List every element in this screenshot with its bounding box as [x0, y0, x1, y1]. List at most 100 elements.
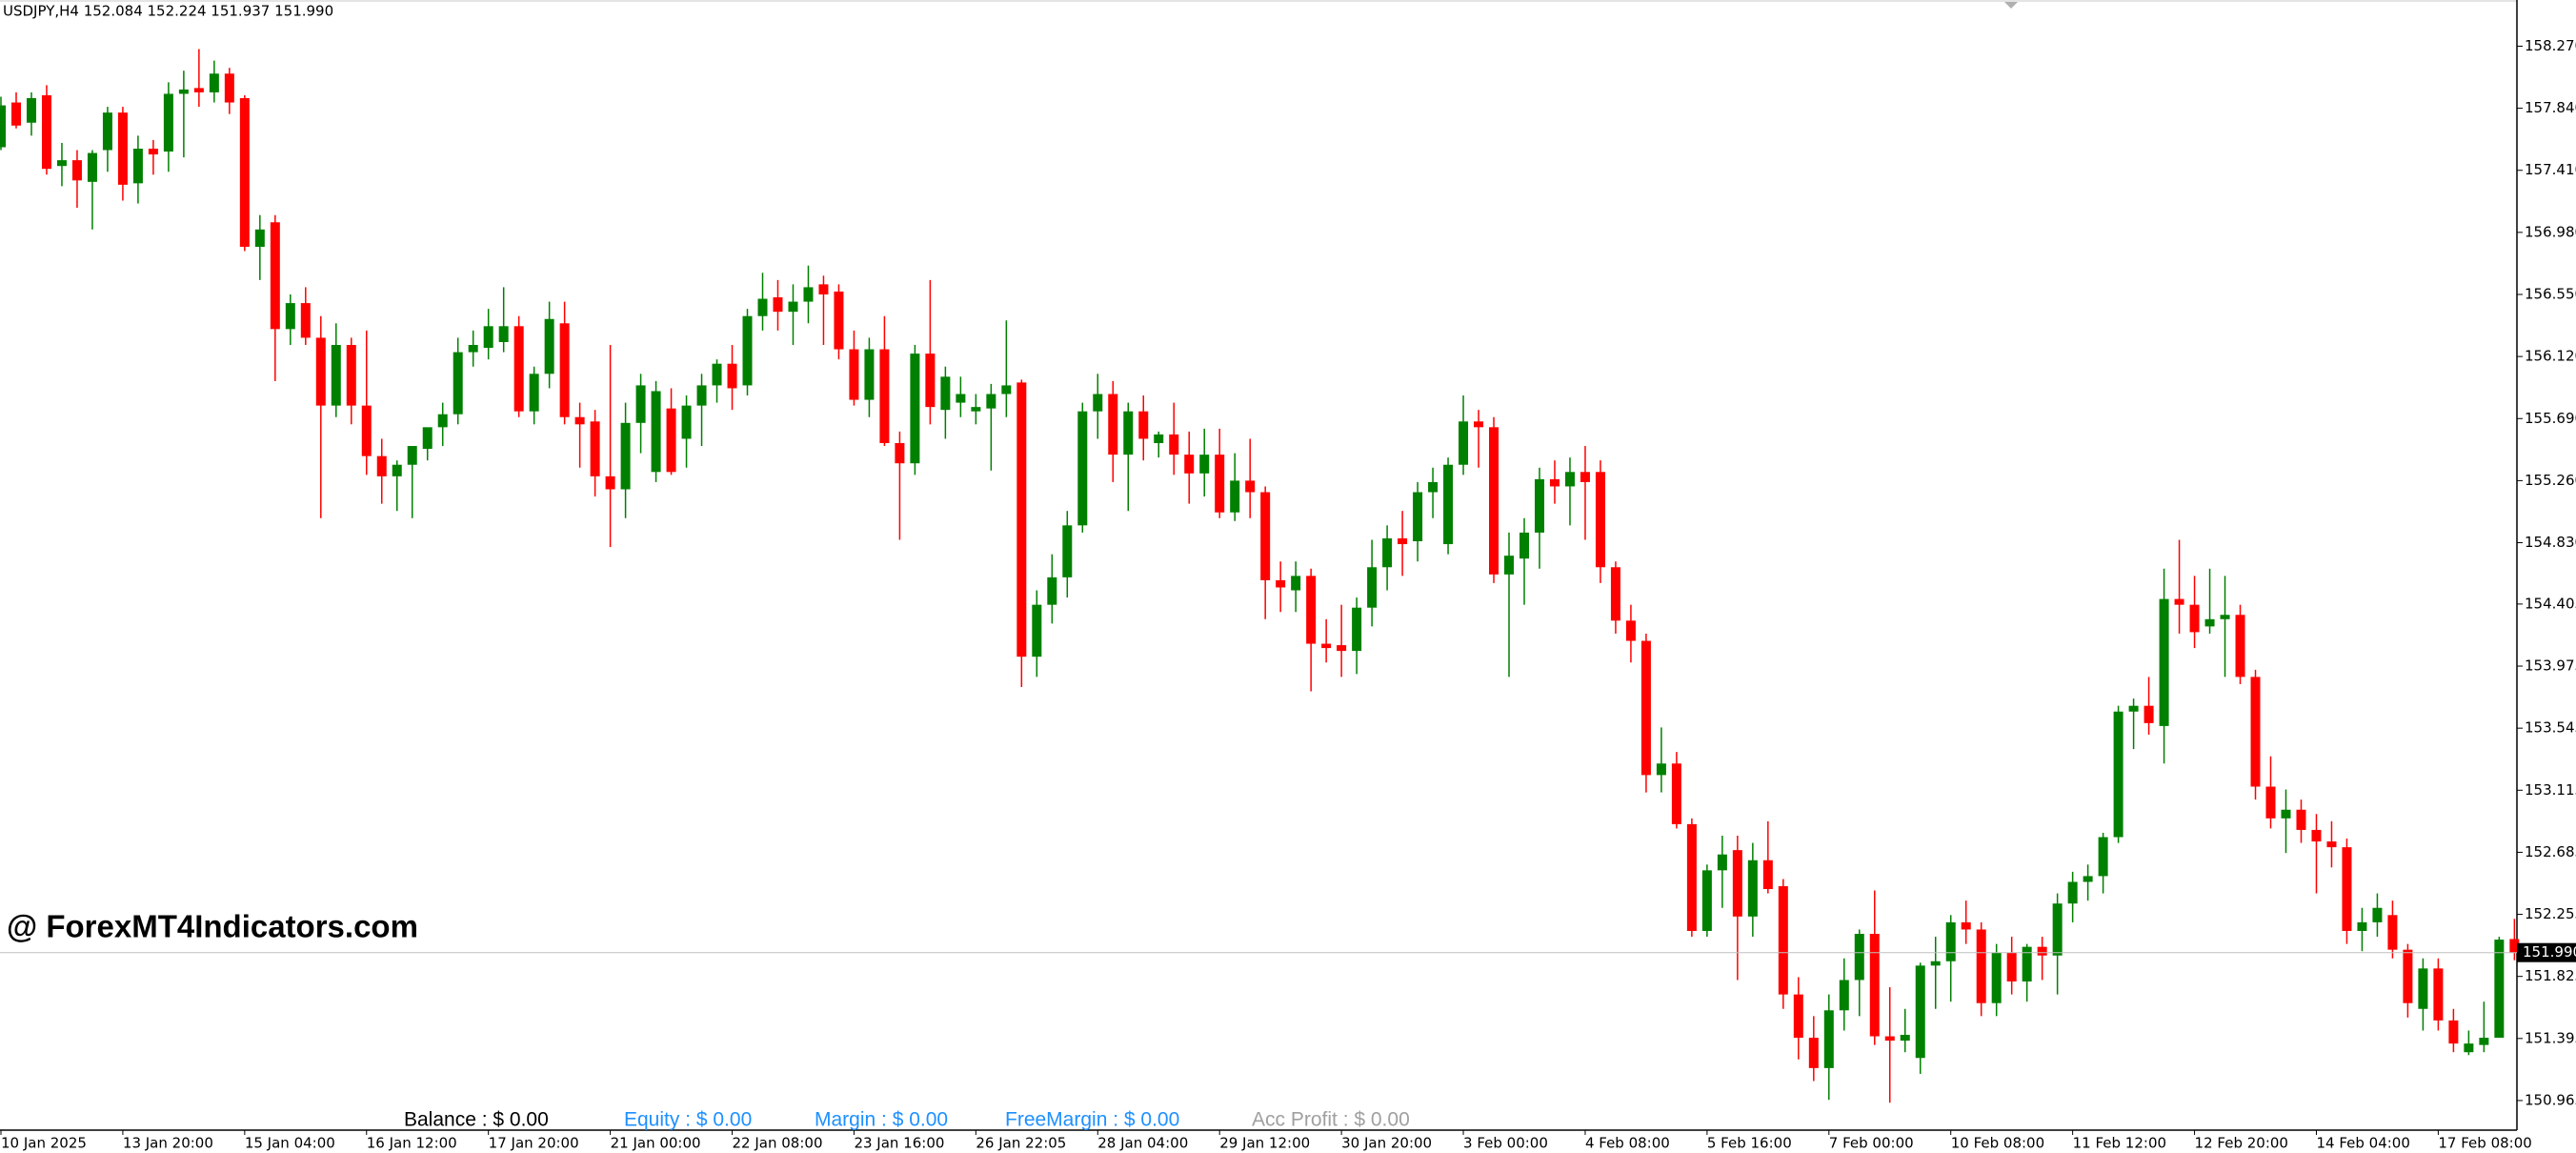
candle-body — [2006, 952, 2017, 981]
candle-body — [56, 160, 67, 167]
candle-body — [2128, 705, 2139, 712]
candle-body — [117, 112, 128, 185]
candle-body — [1701, 870, 1712, 931]
candle-body — [1839, 980, 1849, 1011]
candle-body — [1306, 576, 1317, 644]
candle-body — [971, 407, 981, 412]
candle-body — [361, 405, 372, 456]
y-tick-label: 153.115 — [2525, 781, 2576, 799]
candle-body — [1823, 1010, 1834, 1068]
candle-body — [2418, 968, 2428, 1009]
x-tick-label: 11 Feb 12:00 — [2073, 1135, 2166, 1152]
candle-body — [1961, 921, 1971, 930]
x-tick-label: 22 Jan 08:00 — [733, 1135, 823, 1152]
candle-body — [331, 345, 341, 406]
candle-body — [1230, 480, 1240, 513]
candle-body — [1595, 472, 1605, 568]
candle-body — [132, 149, 143, 184]
candle-body — [392, 464, 402, 476]
candle-body — [1108, 394, 1118, 455]
candle-body — [879, 349, 890, 444]
candle-body — [1915, 965, 1925, 1059]
candle-body — [2448, 1020, 2459, 1044]
x-tick-label: 14 Feb 04:00 — [2316, 1135, 2409, 1152]
candle-body — [1352, 607, 1362, 652]
y-tick-label: 156.550 — [2525, 285, 2576, 302]
candle-body — [2113, 711, 2123, 838]
candle-body — [1656, 763, 1666, 776]
candle-body — [254, 229, 265, 248]
candle-body — [468, 345, 478, 353]
candle-body — [1534, 478, 1544, 533]
candle-body — [1001, 385, 1012, 394]
candle-body — [102, 112, 112, 151]
candle-body — [1093, 394, 1103, 412]
y-tick-label: 152.255 — [2525, 905, 2576, 922]
candle-body — [1504, 556, 1515, 575]
candle-body — [1625, 620, 1636, 641]
x-tick-label: 16 Jan 12:00 — [367, 1135, 457, 1152]
candle-body — [2433, 968, 2444, 1021]
candle-body — [0, 105, 6, 148]
candle-body — [87, 152, 97, 182]
x-tick-label: 29 Jan 12:00 — [1219, 1135, 1310, 1152]
candle-body — [742, 315, 753, 386]
x-tick-label: 7 Feb 00:00 — [1829, 1135, 1914, 1152]
candle-body — [209, 73, 219, 92]
candle-body — [300, 303, 311, 338]
candle-body — [483, 326, 493, 349]
candle-body — [1337, 645, 1347, 652]
candle-body — [315, 337, 326, 406]
current-price-box — [2517, 942, 2576, 962]
candle-body — [2357, 921, 2367, 931]
candle-body — [925, 354, 936, 408]
candle-body — [1732, 850, 1742, 917]
candle-body — [559, 323, 570, 417]
x-tick-label: 10 Feb 08:00 — [1951, 1135, 2044, 1152]
candle-body — [1077, 411, 1088, 526]
y-tick-label: 153.975 — [2525, 657, 2576, 675]
y-tick-label: 154.830 — [2525, 534, 2576, 551]
x-tick-label: 17 Feb 08:00 — [2438, 1135, 2531, 1152]
candle-body — [864, 349, 875, 400]
candle-body — [1199, 455, 1210, 474]
candle-body — [1580, 472, 1590, 482]
chart-title: USDJPY,H4 152.084 152.224 151.937 151.99… — [3, 3, 333, 20]
candle-body — [712, 363, 722, 386]
x-tick-label: 30 Jan 20:00 — [1341, 1135, 1432, 1152]
candle-body — [71, 160, 82, 181]
candle-body — [453, 352, 463, 415]
candle-body — [2326, 841, 2337, 848]
shift-marker — [2004, 2, 2018, 9]
candle-body — [818, 284, 829, 294]
candle-body — [1884, 1036, 1895, 1042]
candle-body — [529, 374, 539, 412]
candle-body — [1016, 382, 1027, 657]
x-tick-label: 12 Feb 20:00 — [2195, 1135, 2288, 1152]
candle-body — [1671, 763, 1681, 824]
candle-body — [2204, 618, 2215, 627]
candle-body — [2387, 915, 2398, 950]
candle-body — [574, 416, 585, 425]
candle-body — [1367, 567, 1378, 608]
candle-body — [1610, 567, 1620, 621]
candle-body — [422, 427, 433, 450]
candle-body — [1245, 480, 1256, 493]
candle-body — [2342, 847, 2352, 931]
candle-body — [178, 89, 189, 94]
candle-body — [2220, 615, 2230, 619]
candle-body — [635, 385, 646, 423]
current-price-label: 151.990 — [2523, 943, 2576, 961]
account-info: FreeMargin : $ 0.00 — [1005, 1109, 1179, 1131]
y-tick-label: 157.840 — [2525, 99, 2576, 116]
candle-body — [1640, 640, 1651, 776]
candle-body — [2372, 907, 2383, 922]
y-tick-label: 156.120 — [2525, 348, 2576, 365]
candle-body — [773, 297, 783, 313]
candle-body — [2296, 809, 2306, 830]
y-tick-label: 151.395 — [2525, 1029, 2576, 1046]
candle-body — [651, 391, 661, 473]
candle-body — [407, 446, 417, 465]
candle-body — [2464, 1043, 2474, 1053]
account-info: Acc Profit : $ 0.00 — [1252, 1109, 1410, 1131]
